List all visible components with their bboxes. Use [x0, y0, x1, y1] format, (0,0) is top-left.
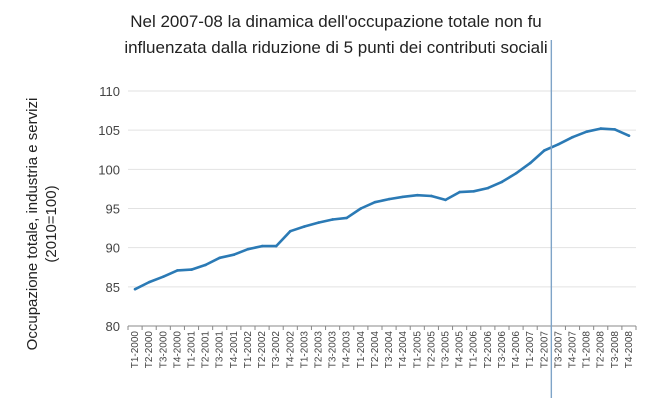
x-tick-label: T4-2008	[624, 331, 635, 369]
data-point	[585, 130, 588, 134]
grid-lines	[128, 90, 636, 327]
data-point	[557, 142, 560, 146]
y-tick-label: 85	[106, 280, 120, 295]
y-axis-label-line-2: (2010=100)	[43, 185, 60, 262]
data-point	[204, 263, 207, 267]
x-tick-label: T2-2006	[483, 331, 494, 369]
data-point	[486, 186, 490, 190]
y-axis-label-line-1: Occupazione totale, industria e servizi	[24, 98, 41, 351]
data-point	[218, 256, 222, 260]
data-point	[359, 207, 363, 210]
x-tick-label: T2-2002	[257, 331, 268, 369]
x-tick-label: T1-2001	[187, 331, 198, 369]
x-tick-label: T4-2003	[342, 331, 353, 369]
x-tick-label: T4-2004	[398, 331, 409, 369]
x-tick-label: T3-2003	[328, 331, 339, 369]
data-point	[415, 193, 419, 197]
data-point	[430, 194, 433, 198]
data-point	[627, 134, 631, 137]
x-tick-label: T4-2006	[511, 331, 522, 369]
y-axis-label: Occupazione totale, industria e servizi …	[24, 98, 60, 351]
data-point	[401, 195, 405, 199]
data-point	[500, 180, 504, 184]
data-point	[331, 218, 334, 221]
x-tick-label: T4-2005	[455, 331, 466, 369]
data-point	[190, 268, 193, 271]
data-point	[458, 190, 461, 194]
x-tick-label: T1-2007	[525, 331, 536, 369]
data-point	[246, 247, 250, 251]
data-point	[260, 244, 264, 248]
x-tick-label: T3-2007	[553, 331, 564, 369]
x-tick-label: T2-2007	[539, 331, 550, 369]
data-point	[161, 275, 165, 278]
data-point	[317, 221, 320, 224]
x-tick-label: T3-2001	[215, 331, 226, 369]
x-tick-label: T1-2008	[582, 331, 593, 369]
x-tick-label: T1-2003	[299, 331, 310, 369]
data-point	[528, 161, 532, 165]
x-tick-label: T2-2000	[144, 331, 155, 369]
data-point	[232, 253, 236, 257]
data-point	[345, 216, 349, 220]
x-tick-label: T1-2006	[469, 331, 480, 369]
x-tick-label: T4-2002	[285, 331, 296, 369]
chart-title-line-2: influenzata dalla riduzione di 5 punti d…	[124, 38, 547, 57]
x-tick-label: T2-2003	[314, 331, 325, 369]
data-point	[274, 244, 278, 248]
data-point	[613, 128, 617, 131]
x-tick-label: T1-2004	[356, 331, 367, 369]
x-tick-label: T3-2004	[384, 331, 395, 369]
data-point	[472, 189, 476, 193]
chart-title-line-1: Nel 2007-08 la dinamica dell'occupazione…	[130, 12, 542, 31]
y-tick-label: 80	[106, 319, 120, 334]
x-tick-label: T4-2007	[568, 331, 579, 369]
data-point	[542, 149, 546, 152]
x-tick-label: T1-2000	[130, 331, 141, 369]
data-point	[133, 287, 137, 291]
y-tick-labels: 80 85 90 95 100 105 110	[98, 84, 120, 334]
x-tick-label: T3-2002	[271, 331, 282, 369]
y-tick-label: 95	[106, 202, 120, 217]
data-point	[373, 200, 377, 204]
x-tick-label: T3-2006	[497, 331, 508, 369]
series-layer	[133, 127, 631, 291]
x-tick-label: T2-2008	[596, 331, 607, 369]
y-tick-label: 100	[98, 162, 120, 177]
data-point	[571, 135, 574, 139]
x-tick-label: T2-2005	[426, 331, 437, 369]
y-tick-label: 90	[106, 241, 120, 256]
x-tick-label: T4-2000	[172, 331, 183, 369]
data-point	[387, 197, 391, 201]
x-tick-label: T3-2000	[158, 331, 169, 369]
data-point	[514, 171, 518, 175]
x-tick-label: T3-2008	[610, 331, 621, 369]
x-tick-label: T1-2005	[412, 331, 423, 369]
data-point	[599, 127, 603, 130]
chart-title: Nel 2007-08 la dinamica dell'occupazione…	[124, 12, 547, 57]
x-tick-label: T2-2004	[370, 331, 381, 369]
data-point	[303, 225, 306, 228]
data-point	[147, 280, 151, 284]
data-point	[176, 269, 179, 272]
y-tick-label: 105	[98, 123, 120, 138]
x-tick-labels: T1-2000 T2-2000 T3-2000 T4-2000 T1-2001 T2-20…	[127, 326, 637, 369]
x-tick-label: T1-2002	[243, 331, 254, 369]
x-tick-label: T2-2001	[201, 331, 212, 369]
y-tick-label: 110	[99, 84, 120, 99]
x-tick-label: T3-2005	[441, 331, 452, 369]
data-point	[444, 198, 447, 202]
series-line	[133, 127, 631, 291]
data-point	[288, 229, 292, 233]
x-tick-label: T4-2001	[229, 331, 240, 369]
